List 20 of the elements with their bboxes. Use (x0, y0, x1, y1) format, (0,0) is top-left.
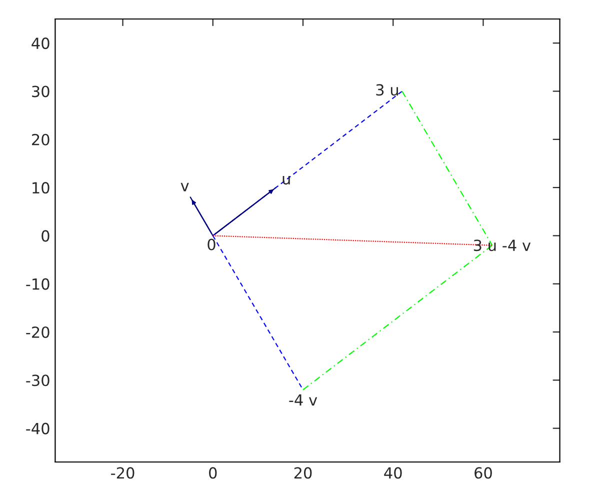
y-tick-label: 30 (32, 86, 50, 98)
annotation: v (180, 182, 189, 192)
annotation: 3 u (376, 84, 398, 96)
y-tick-label: 10 (32, 182, 50, 194)
y-tick-label: 20 (32, 134, 50, 146)
y-tick-label: 40 (32, 38, 50, 50)
y-tick-label: -40 (26, 422, 50, 434)
x-tick-label: 60 (474, 467, 492, 479)
annotation: 0 (208, 238, 216, 250)
annotation: u (282, 176, 290, 185)
x-tick-label: 0 (209, 467, 217, 479)
annotation: -4 v (289, 394, 318, 406)
x-tick-label: 20 (294, 467, 312, 479)
y-tick-label: 0 (42, 230, 50, 242)
annotation: 3 u -4 v (474, 240, 531, 252)
y-tick-label: -30 (26, 374, 50, 386)
y-tick-label: -20 (26, 326, 50, 338)
y-tick-label: -10 (26, 278, 50, 290)
x-tick-label: -20 (111, 467, 134, 479)
x-tick-label: 40 (384, 467, 402, 479)
